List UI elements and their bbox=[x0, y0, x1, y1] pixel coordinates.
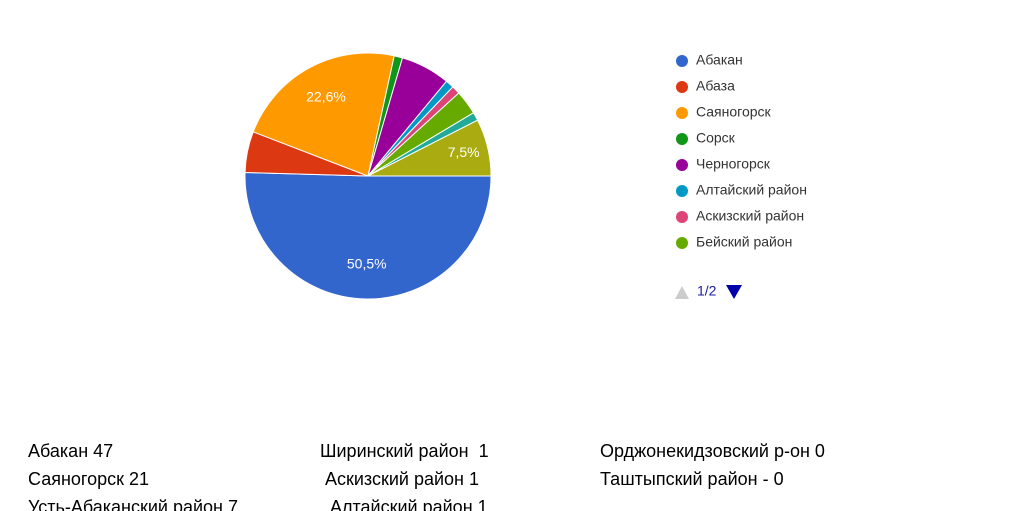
legend-label: Аскизский район bbox=[696, 208, 804, 224]
note-text: Саяногорск 21 bbox=[28, 469, 149, 489]
legend-label: Сорск bbox=[696, 130, 736, 146]
legend-label: Саяногорск bbox=[696, 104, 772, 120]
legend-swatch bbox=[676, 133, 688, 145]
pager-next[interactable] bbox=[726, 285, 742, 299]
legend-swatch bbox=[676, 237, 688, 249]
note-text: Усть-Абаканский район 7 bbox=[28, 497, 238, 511]
legend-swatch bbox=[676, 55, 688, 67]
legend-swatch bbox=[676, 185, 688, 197]
note-text: Аскизский район 1 bbox=[325, 469, 479, 489]
legend-page: 1/2 bbox=[697, 283, 717, 299]
pie-slice bbox=[367, 119, 492, 177]
legend-swatch bbox=[676, 159, 688, 171]
note-text: Таштыпский район - 0 bbox=[600, 469, 784, 489]
pie-slice bbox=[244, 172, 492, 300]
note-text: Орджонекидзовский р-он 0 bbox=[600, 441, 825, 461]
note-text: Ширинский район 1 bbox=[320, 441, 489, 461]
slice-label: 7,5% bbox=[448, 144, 480, 160]
legend-swatch bbox=[676, 107, 688, 119]
legend-label: Абакан bbox=[696, 52, 743, 68]
note-text: Абакан 47 bbox=[28, 441, 113, 461]
legend-swatch bbox=[676, 211, 688, 223]
legend-swatch bbox=[676, 81, 688, 93]
legend-label: Черногорск bbox=[696, 156, 771, 172]
note-text: Алтайский район 1 bbox=[330, 497, 488, 511]
legend-label: Алтайский район bbox=[696, 182, 807, 198]
legend-label: Абаза bbox=[696, 78, 735, 94]
pie-slice bbox=[252, 52, 395, 177]
legend-label: Бейский район bbox=[696, 234, 792, 250]
slice-label: 22,6% bbox=[306, 89, 346, 105]
slice-label: 50,5% bbox=[347, 255, 387, 271]
pager-prev[interactable] bbox=[675, 286, 689, 299]
